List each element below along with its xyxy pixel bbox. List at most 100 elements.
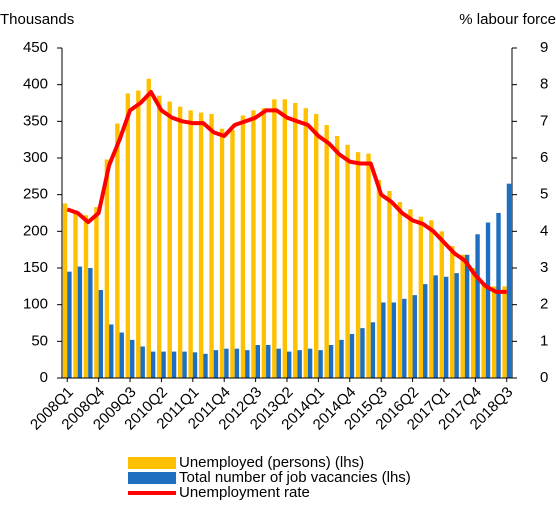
bar <box>67 271 72 378</box>
y-tick-label: 300 <box>23 149 48 166</box>
bar <box>88 268 93 378</box>
bar <box>397 202 403 378</box>
bar <box>303 108 308 378</box>
bar <box>485 222 491 378</box>
y2-tick-label: 9 <box>540 39 548 56</box>
bar <box>136 90 141 379</box>
bar <box>460 254 465 378</box>
bar <box>219 128 225 378</box>
bar <box>491 286 497 378</box>
bar <box>192 352 198 378</box>
bar <box>245 350 250 378</box>
bar <box>345 144 350 378</box>
bar <box>130 339 135 378</box>
bar <box>433 275 438 378</box>
bar <box>355 152 361 378</box>
bar <box>261 108 267 378</box>
bar <box>146 78 151 379</box>
bar <box>83 215 89 378</box>
y-tick-label: 150 <box>23 259 48 276</box>
bar <box>339 339 344 378</box>
y2-tick-label: 8 <box>540 76 548 93</box>
bar <box>272 99 277 378</box>
bar <box>224 348 229 378</box>
bar <box>276 348 281 378</box>
bar <box>251 110 256 378</box>
bar <box>171 351 177 378</box>
y2-tick-label: 5 <box>540 186 548 203</box>
y-tick-label: 400 <box>23 76 48 93</box>
bar <box>104 159 110 378</box>
bar <box>423 284 428 378</box>
bar <box>177 106 183 379</box>
y2-tick-label: 0 <box>540 369 548 386</box>
bar <box>167 101 172 379</box>
y2-axis-title: % labour force <box>459 11 556 28</box>
bar <box>73 210 78 378</box>
bar <box>314 114 319 378</box>
bar <box>119 332 124 378</box>
bar <box>182 351 187 378</box>
bar <box>481 282 486 378</box>
legend-label: Unemployment rate <box>179 484 310 501</box>
bar <box>157 95 162 379</box>
y-tick-label: 450 <box>23 39 48 56</box>
bar <box>334 136 340 378</box>
bar <box>115 123 120 379</box>
bar <box>318 350 323 378</box>
y2-tick-label: 7 <box>540 112 548 129</box>
y2-tick-label: 1 <box>540 332 548 349</box>
bar <box>387 191 392 378</box>
bar <box>234 348 240 378</box>
y-tick-label: 100 <box>23 296 48 313</box>
bar <box>408 209 413 378</box>
bar <box>282 99 287 378</box>
bar <box>297 350 302 378</box>
bar <box>240 115 246 378</box>
bar <box>125 93 131 378</box>
bar <box>307 348 313 378</box>
bar <box>77 266 83 378</box>
bar <box>213 350 219 378</box>
bar <box>266 345 271 378</box>
bar <box>439 231 444 378</box>
bar <box>360 328 365 378</box>
bar <box>203 353 208 378</box>
bar <box>209 114 214 378</box>
bar <box>370 322 376 378</box>
bar <box>188 110 193 378</box>
bar <box>366 153 371 378</box>
bar <box>98 290 104 378</box>
legend-swatch <box>128 457 176 469</box>
legend-swatch <box>128 472 176 484</box>
y-axis-title: Thousands <box>0 11 74 28</box>
legend-label: Unemployed (persons) (lhs) <box>179 454 364 471</box>
bar <box>109 324 114 378</box>
bar <box>502 286 507 378</box>
bar <box>470 268 476 378</box>
bar <box>255 345 260 378</box>
bar <box>324 125 329 378</box>
bar <box>412 295 417 378</box>
bar <box>230 130 235 378</box>
y-tick-label: 0 <box>40 369 48 386</box>
bar <box>429 220 434 378</box>
bar <box>376 180 382 378</box>
y-tick-label: 200 <box>23 222 48 239</box>
bar <box>198 112 204 379</box>
bar <box>62 203 68 378</box>
bar <box>391 302 397 378</box>
bar <box>454 273 459 378</box>
legend-label: Total number of job vacancies (lhs) <box>179 469 411 486</box>
bar <box>150 351 156 378</box>
y2-tick-label: 2 <box>540 296 548 313</box>
y-tick-label: 250 <box>23 186 48 203</box>
bar <box>418 216 424 378</box>
bar <box>349 334 355 378</box>
y2-tick-label: 6 <box>540 149 548 166</box>
bar <box>161 351 166 378</box>
bar <box>140 346 145 378</box>
y2-tick-label: 3 <box>540 259 548 276</box>
bar <box>496 213 501 378</box>
